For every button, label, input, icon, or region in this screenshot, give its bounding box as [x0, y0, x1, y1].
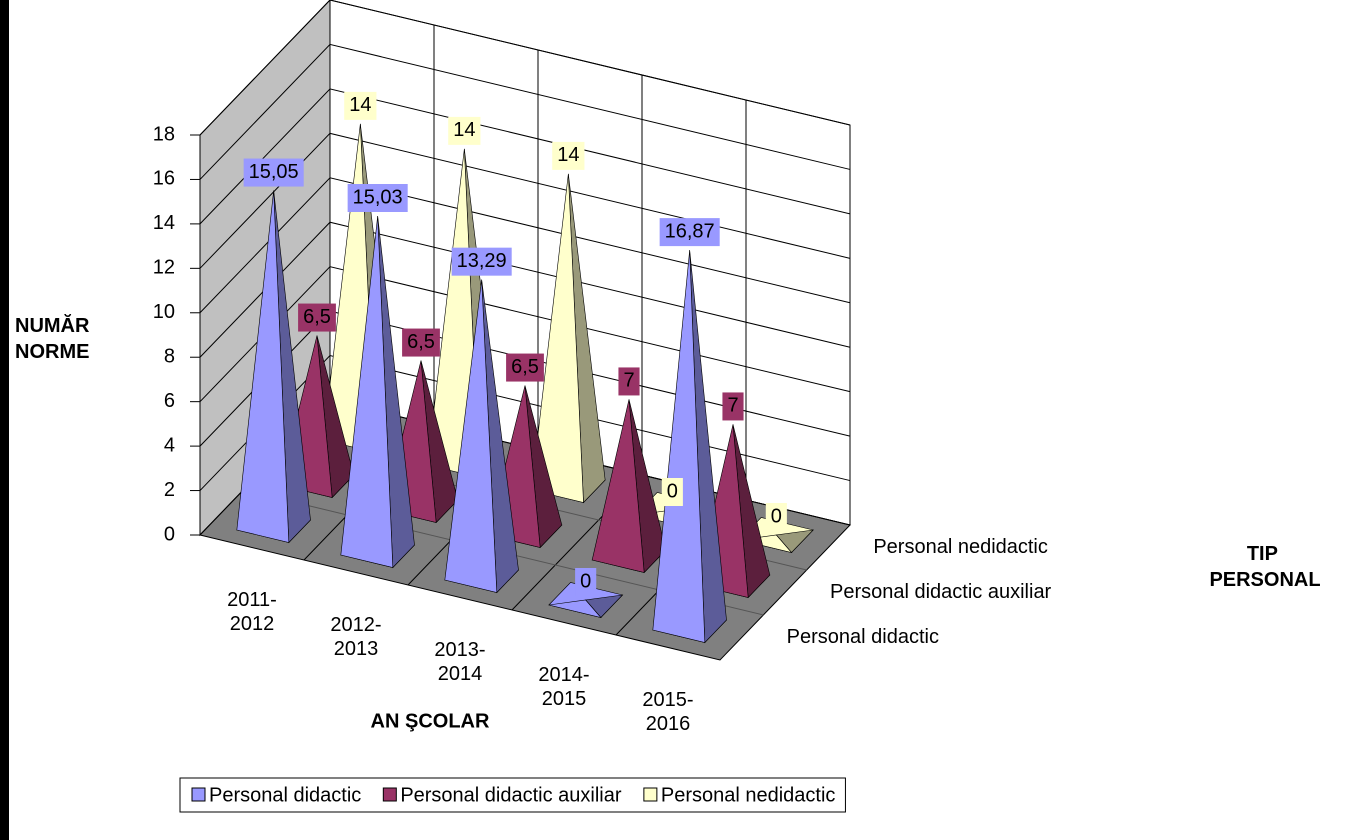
grid-line	[199, 132, 851, 269]
pyramid	[652, 250, 728, 644]
z-tick-label: Personal didactic	[787, 626, 939, 648]
y-tick-label: 4	[164, 434, 175, 456]
z-axis-title-line: TIP	[1247, 543, 1283, 565]
data-label: 15,05	[249, 161, 299, 183]
data-label-box	[344, 91, 377, 120]
pyramid	[236, 190, 312, 544]
y-tick-label: 0	[164, 523, 175, 545]
y-tick-label: 10	[153, 301, 175, 323]
pyramid-front	[531, 173, 584, 503]
data-label: 0	[667, 480, 678, 502]
data-label: 14	[453, 119, 475, 141]
data-label: 6,5	[303, 306, 331, 328]
data-label: 14	[557, 144, 579, 166]
data-label-box	[765, 503, 787, 531]
legend-label: Personal didactic	[209, 784, 361, 806]
data-label-box	[618, 367, 640, 396]
data-label-box	[448, 116, 481, 145]
y-tick-label: 6	[164, 390, 175, 412]
data-label: 0	[580, 570, 591, 592]
data-label: 15,03	[353, 186, 403, 208]
data-label: 16,87	[665, 220, 715, 242]
y-axis-title-line: NUMĂR	[15, 314, 95, 337]
y-tick-label: 8	[164, 346, 175, 368]
legend-label: Personal nedidactic	[661, 784, 836, 806]
data-label-box	[661, 478, 683, 506]
y-tick-label: 2	[164, 479, 175, 501]
y-tick-label: 14	[153, 212, 175, 234]
pyramid	[530, 173, 606, 504]
y-axis-title-line: NORME	[15, 341, 89, 363]
pyramid-front	[427, 148, 480, 478]
grid-line	[199, 43, 851, 180]
y-tick-label: 18	[153, 123, 175, 145]
data-label-box	[722, 392, 744, 421]
data-label-box	[347, 184, 408, 212]
z-tick-label: Personal nedidactic	[873, 536, 1048, 558]
y-axis-title: NUMĂR NORME	[15, 314, 95, 363]
data-label: 7	[727, 395, 738, 417]
x-axis-title: AN ŞCOLAR	[371, 710, 490, 732]
legend	[179, 777, 846, 813]
pyramid-front	[236, 190, 290, 543]
z-axis-title-line: PERSONAL	[1209, 569, 1320, 591]
data-label-box	[575, 568, 597, 596]
x-tick-label: 2014-2015	[538, 663, 590, 710]
pyramid	[591, 399, 667, 574]
grid-line	[199, 88, 851, 225]
border	[0, 0, 9, 840]
pyramid-front	[444, 279, 498, 593]
data-label-box	[506, 353, 544, 382]
data-label-box	[451, 247, 512, 276]
data-label: 6,5	[511, 356, 539, 378]
grid-line	[199, 177, 851, 314]
data-label: 6,5	[407, 331, 435, 353]
x-tick-label: 2011-2012	[227, 588, 277, 635]
z-tick-label: Personal didactic auxiliar	[830, 581, 1052, 603]
data-label-box	[243, 158, 304, 187]
data-label-box	[659, 218, 720, 247]
data-label-box	[552, 141, 585, 170]
grid-line	[199, 0, 851, 136]
data-label: 14	[349, 94, 371, 116]
x-tick-label: 2013-2014	[434, 638, 486, 685]
pyramid	[548, 582, 624, 619]
pyramid-front	[652, 250, 706, 643]
data-label-box	[402, 328, 440, 357]
legend-swatch	[191, 787, 206, 802]
y-tick-label: 16	[153, 168, 175, 190]
data-label: 7	[623, 370, 634, 392]
grid-line	[199, 221, 851, 358]
grid-line	[199, 266, 851, 403]
pyramid-front	[340, 215, 394, 568]
x-tick-label: 2015-2016	[642, 688, 694, 735]
data-label-box	[298, 303, 336, 332]
legend-label: Personal didactic auxiliar	[400, 784, 622, 806]
z-axis-title: TIP PERSONAL	[1209, 543, 1320, 591]
data-label: 13,29	[457, 250, 507, 272]
data-label: 0	[771, 505, 782, 527]
legend-swatch	[382, 787, 397, 802]
pyramid	[444, 279, 520, 594]
pyramid-front	[591, 399, 645, 573]
x-tick-label: 2012-2013	[330, 613, 382, 660]
y-tick-label: 12	[153, 257, 175, 279]
legend-swatch	[643, 787, 658, 802]
pyramid	[340, 215, 416, 569]
pyramid-front	[548, 599, 602, 619]
